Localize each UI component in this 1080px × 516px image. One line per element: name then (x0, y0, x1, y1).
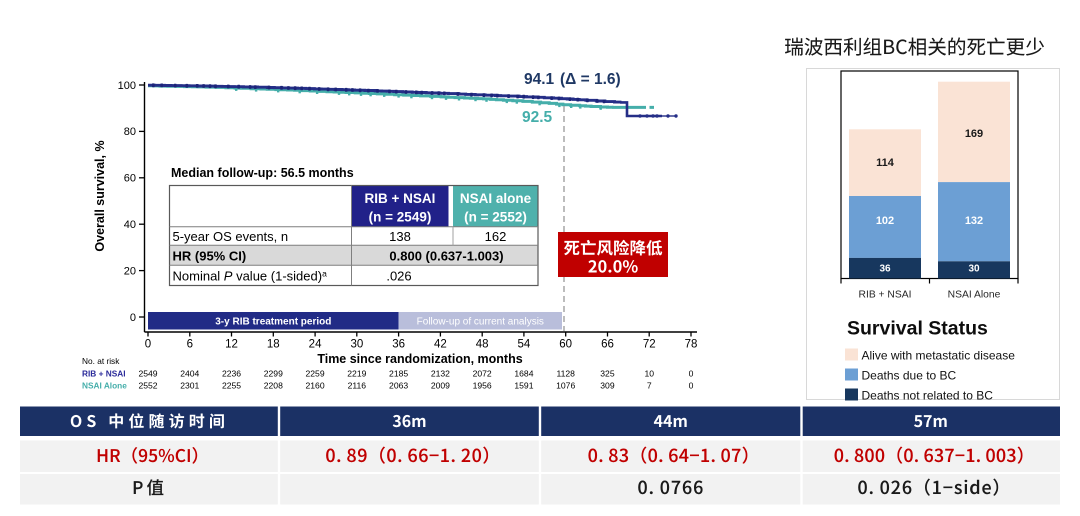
svg-text:RIB + NSAI: RIB + NSAI (859, 290, 912, 301)
svg-text:0: 0 (689, 369, 694, 379)
svg-text:Overall survival, %: Overall survival, % (93, 140, 107, 251)
svg-text:92.5: 92.5 (522, 109, 553, 126)
svg-text:2549: 2549 (138, 369, 157, 379)
svg-text:NSAI Alone: NSAI Alone (82, 381, 127, 391)
svg-text:Time since randomization, mont: Time since randomization, months (317, 352, 522, 366)
svg-text:2301: 2301 (180, 381, 199, 391)
svg-text:0.800 (0.637-1.003): 0.800 (0.637-1.003) (389, 249, 503, 264)
svg-text:2404: 2404 (180, 369, 199, 379)
svg-text:7: 7 (647, 381, 652, 391)
svg-text:RIB + NSAI: RIB + NSAI (365, 191, 436, 206)
svg-text:169: 169 (965, 128, 983, 140)
svg-text:12: 12 (225, 339, 238, 351)
svg-text:RIB + NSAI: RIB + NSAI (82, 369, 126, 379)
svg-text:No. at risk: No. at risk (82, 356, 120, 366)
svg-text:138: 138 (389, 229, 411, 244)
svg-text:2208: 2208 (264, 381, 283, 391)
svg-text:102: 102 (876, 215, 894, 227)
svg-text:0: 0 (130, 312, 136, 324)
svg-text:162: 162 (485, 229, 507, 244)
svg-text:80: 80 (124, 126, 136, 138)
svg-text:2219: 2219 (347, 369, 366, 379)
svg-text:2063: 2063 (389, 381, 408, 391)
svg-text:40: 40 (124, 219, 136, 231)
svg-text:Deaths due to BC: Deaths due to BC (862, 369, 957, 383)
svg-text:NSAI alone: NSAI alone (460, 191, 532, 206)
svg-text:325: 325 (600, 369, 615, 379)
svg-text:(Δ = 1.6): (Δ = 1.6) (560, 71, 621, 88)
svg-text:309: 309 (600, 381, 615, 391)
svg-text:72: 72 (643, 339, 656, 351)
svg-text:94.1: 94.1 (524, 71, 555, 88)
svg-text:36: 36 (879, 264, 891, 275)
svg-text:(n = 2549): (n = 2549) (369, 210, 432, 225)
svg-text:2185: 2185 (389, 369, 408, 379)
svg-text:24: 24 (309, 339, 322, 351)
svg-text:Median follow-up: 56.5 months: Median follow-up: 56.5 months (171, 166, 354, 180)
svg-text:NSAI Alone: NSAI Alone (948, 290, 1001, 301)
svg-text:1684: 1684 (514, 369, 533, 379)
svg-text:(n = 2552): (n = 2552) (464, 210, 527, 225)
svg-text:Survival Status: Survival Status (847, 318, 988, 340)
svg-text:.026: .026 (386, 269, 411, 284)
svg-text:48: 48 (476, 339, 489, 351)
svg-text:2255: 2255 (222, 381, 241, 391)
svg-text:2116: 2116 (348, 381, 367, 391)
svg-text:2072: 2072 (473, 369, 492, 379)
svg-text:36: 36 (392, 339, 405, 351)
svg-text:3-y RIB treatment period: 3-y RIB treatment period (215, 317, 331, 328)
svg-text:78: 78 (685, 339, 698, 351)
svg-text:HR (95% CI): HR (95% CI) (173, 249, 247, 264)
svg-text:10: 10 (644, 369, 654, 379)
svg-text:20: 20 (124, 265, 136, 277)
svg-text:0: 0 (689, 381, 694, 391)
svg-text:66: 66 (601, 339, 614, 351)
svg-text:Alive with metastatic disease: Alive with metastatic disease (862, 349, 1016, 363)
svg-text:60: 60 (124, 173, 136, 185)
svg-text:Deaths not related to BC: Deaths not related to BC (862, 389, 994, 403)
svg-text:2160: 2160 (306, 381, 325, 391)
svg-text:30: 30 (350, 339, 363, 351)
svg-text:2259: 2259 (306, 369, 325, 379)
svg-text:42: 42 (434, 339, 447, 351)
svg-text:2552: 2552 (138, 381, 157, 391)
svg-text:114: 114 (876, 157, 895, 169)
svg-text:0: 0 (145, 339, 151, 351)
svg-text:2009: 2009 (431, 381, 450, 391)
svg-text:18: 18 (267, 339, 280, 351)
svg-text:1128: 1128 (556, 369, 575, 379)
svg-text:2236: 2236 (222, 369, 241, 379)
svg-text:2299: 2299 (264, 369, 283, 379)
svg-text:54: 54 (518, 339, 531, 351)
svg-text:6: 6 (187, 339, 193, 351)
svg-text:2132: 2132 (431, 369, 450, 379)
svg-text:Nominal P value (1-sided)a: Nominal P value (1-sided)a (173, 269, 328, 284)
svg-text:5-year OS events, n: 5-year OS events, n (173, 229, 289, 244)
svg-text:100: 100 (118, 80, 136, 92)
svg-text:Follow-up of current analysis: Follow-up of current analysis (417, 317, 544, 328)
svg-text:1591: 1591 (514, 381, 533, 391)
svg-text:30: 30 (968, 264, 980, 275)
svg-text:60: 60 (559, 339, 572, 351)
svg-text:1956: 1956 (473, 381, 492, 391)
svg-text:1076: 1076 (556, 381, 575, 391)
svg-text:132: 132 (965, 215, 983, 227)
